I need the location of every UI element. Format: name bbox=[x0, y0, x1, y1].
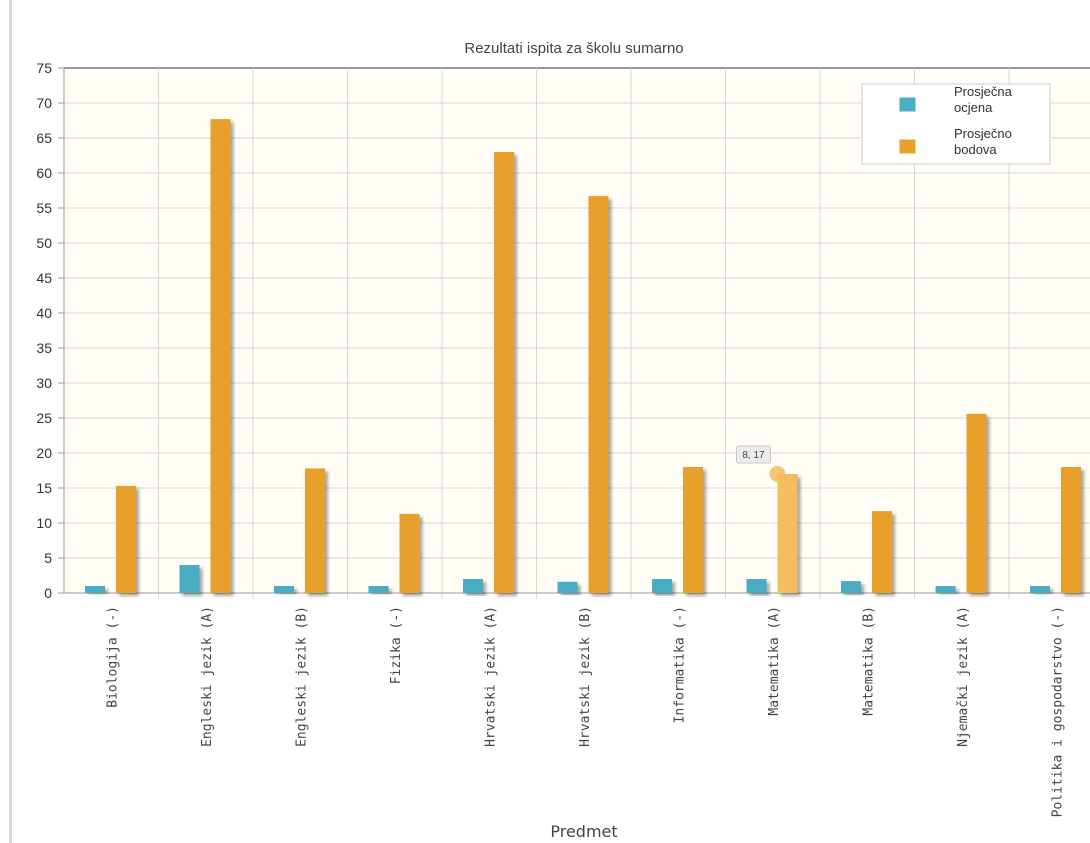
x-tick-label: Informatika (-) bbox=[672, 606, 687, 723]
bar-prosjecno-bodova[interactable] bbox=[305, 468, 325, 593]
legend-label: Prosječno bodova bbox=[954, 126, 1012, 157]
x-tick-label: Hrvatski jezik (A) bbox=[483, 606, 498, 747]
y-tick-label: 0 bbox=[44, 585, 52, 601]
x-tick-label: Engleski jezik (A) bbox=[200, 606, 215, 747]
x-tick-label: Engleski jezik (B) bbox=[294, 606, 309, 747]
bar-prosjecna-ocjena[interactable] bbox=[746, 579, 767, 593]
left-border-rule bbox=[9, 0, 12, 843]
y-tick-label: 40 bbox=[36, 305, 52, 321]
bar-prosjecno-bodova[interactable] bbox=[494, 152, 514, 593]
highlight-marker bbox=[769, 466, 786, 482]
x-tick-label: Politika i gospodarstvo (-) bbox=[1050, 606, 1065, 817]
hover-tooltip: 8, 17 bbox=[736, 445, 786, 482]
bar-prosjecna-ocjena[interactable] bbox=[274, 586, 294, 593]
bar-prosjecna-ocjena[interactable] bbox=[557, 581, 578, 593]
y-tick-label: 35 bbox=[36, 340, 52, 356]
y-tick-label: 25 bbox=[36, 410, 52, 426]
legend-label: Prosječna ocjena bbox=[954, 84, 1013, 115]
y-tick-label: 75 bbox=[36, 60, 52, 76]
legend-box bbox=[861, 83, 1051, 165]
chart-title: Rezultati ispita za školu sumarno bbox=[464, 40, 683, 57]
x-tick-label: Biologija (-) bbox=[105, 606, 120, 708]
bar-prosjecna-ocjena[interactable] bbox=[652, 579, 672, 593]
bar-prosjecno-bodova[interactable] bbox=[588, 196, 609, 593]
bar-prosjecna-ocjena[interactable] bbox=[179, 565, 200, 593]
x-tick-label: Fizika (-) bbox=[389, 606, 404, 684]
legend: Prosječna ocjena Prosječno bodova bbox=[861, 83, 1051, 165]
y-tick-label: 70 bbox=[36, 95, 52, 111]
bar-prosjecna-ocjena[interactable] bbox=[85, 586, 105, 593]
y-tick-label: 50 bbox=[36, 235, 52, 251]
tooltip-text: 8, 17 bbox=[742, 450, 765, 461]
x-axis-ticks: Biologija (-) Engleski jezik (A) Engleski … bbox=[105, 606, 1065, 817]
x-tick-label: Matematika (A) bbox=[767, 606, 782, 716]
bar-prosjecna-ocjena[interactable] bbox=[841, 581, 861, 593]
y-tick-label: 65 bbox=[36, 130, 52, 146]
x-tick-label: Hrvatski jezik (B) bbox=[578, 606, 593, 747]
bar-prosjecno-bodova[interactable] bbox=[116, 485, 136, 593]
bar-prosjecno-bodova[interactable] bbox=[777, 474, 798, 593]
bar-prosjecna-ocjena[interactable] bbox=[935, 586, 956, 593]
y-tick-label: 45 bbox=[36, 270, 52, 286]
x-axis-label: Predmet bbox=[550, 822, 617, 841]
x-tick-label: Matematika (B) bbox=[861, 606, 876, 716]
legend-swatch bbox=[898, 96, 917, 113]
bar-prosjecno-bodova[interactable] bbox=[399, 513, 420, 593]
x-tick-label: Njemački jezik (A) bbox=[956, 606, 971, 747]
bar-prosjecno-bodova[interactable] bbox=[210, 119, 231, 593]
bar-prosjecno-bodova[interactable] bbox=[872, 511, 892, 593]
y-tick-label: 30 bbox=[36, 375, 52, 391]
y-tick-label: 20 bbox=[36, 445, 52, 461]
bars bbox=[85, 119, 1081, 593]
bar-prosjecno-bodova[interactable] bbox=[683, 467, 703, 593]
tooltip-box bbox=[736, 445, 771, 464]
bar-prosjecna-ocjena[interactable] bbox=[463, 579, 483, 593]
bar-prosjecno-bodova[interactable] bbox=[1061, 467, 1081, 593]
y-tick-label: 55 bbox=[36, 200, 52, 216]
y-tick-label: 60 bbox=[36, 165, 52, 181]
y-axis-ticks: 0 5 10 15 20 25 30 35 40 45 50 55 60 65 70 75 bbox=[36, 60, 64, 601]
y-tick-label: 10 bbox=[36, 515, 52, 531]
grid-lines bbox=[63, 67, 1090, 599]
y-tick-label: 5 bbox=[44, 550, 52, 566]
bar-prosjecna-ocjena[interactable] bbox=[368, 586, 389, 593]
y-tick-label: 15 bbox=[36, 480, 52, 496]
legend-swatch bbox=[898, 138, 917, 155]
bar-prosjecno-bodova[interactable] bbox=[966, 413, 987, 593]
bar-prosjecna-ocjena[interactable] bbox=[1030, 586, 1050, 593]
